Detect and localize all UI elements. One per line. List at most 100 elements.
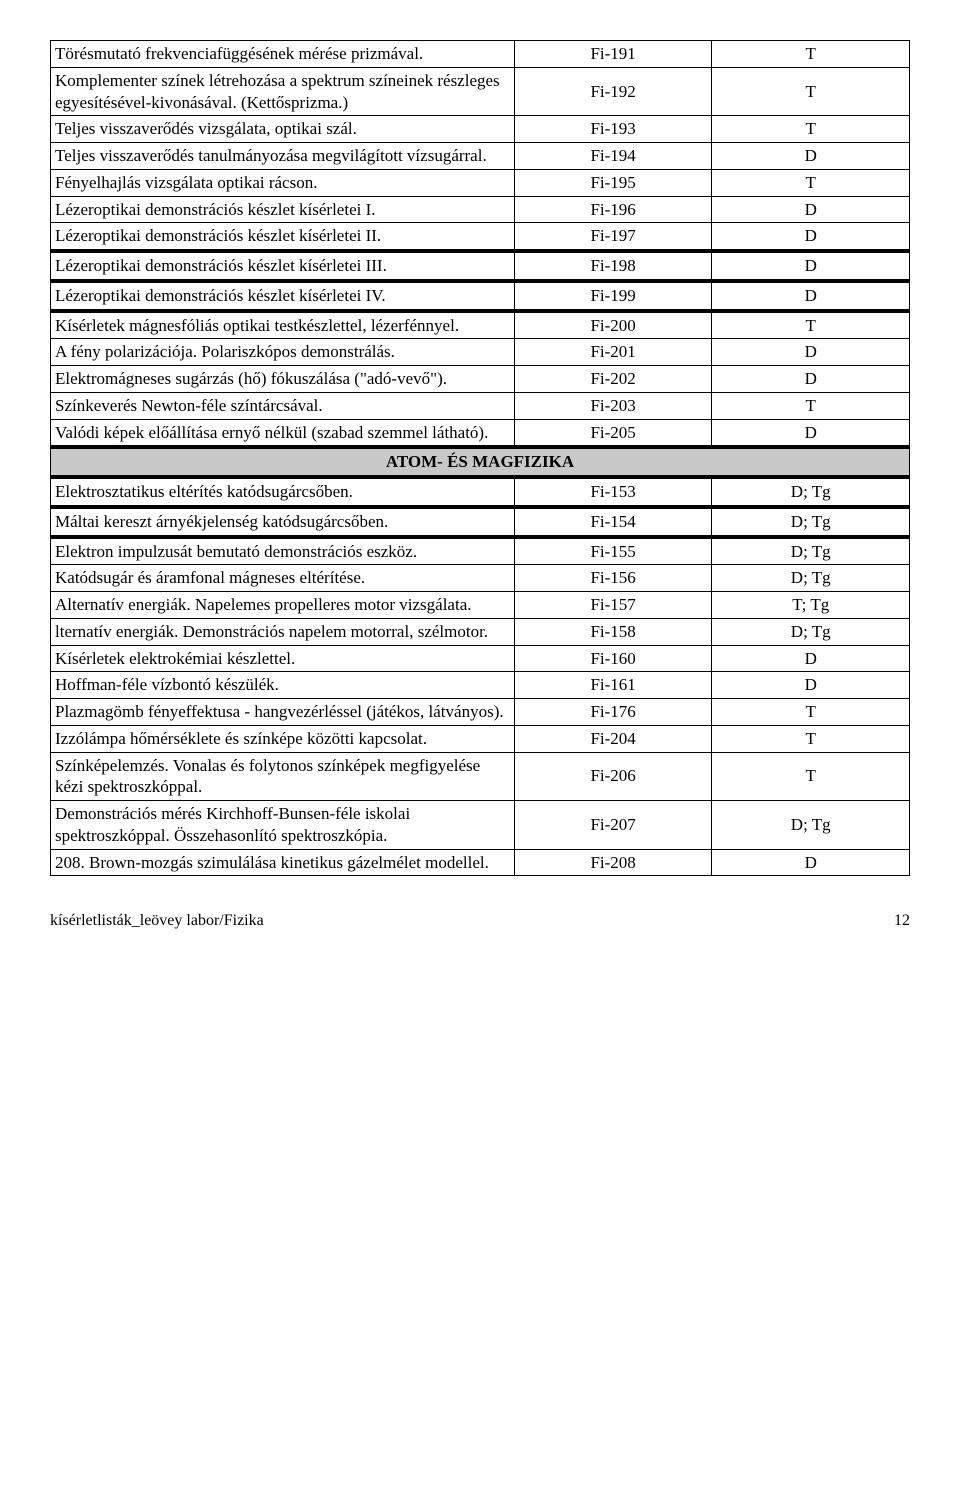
experiment-description: Lézeroptikai demonstrációs készlet kísér…	[51, 281, 515, 311]
experiment-type: D	[712, 281, 910, 311]
experiments-table: Törésmutató frekvenciafüggésének mérése …	[50, 40, 910, 876]
experiment-description: Kísérletek mágnesfóliás optikai testkész…	[51, 311, 515, 339]
experiment-code: Fi-208	[514, 849, 712, 876]
experiment-code: Fi-153	[514, 477, 712, 507]
table-row: Izzólámpa hőmérséklete és színképe közöt…	[51, 725, 910, 752]
experiment-description: Alternatív energiák. Napelemes propeller…	[51, 592, 515, 619]
experiment-code: Fi-201	[514, 339, 712, 366]
table-row: Kísérletek elektrokémiai készlettel.Fi-1…	[51, 645, 910, 672]
table-row: Máltai kereszt árnyékjelenség katódsugár…	[51, 507, 910, 537]
experiment-type: T	[712, 67, 910, 116]
experiment-code: Fi-196	[514, 196, 712, 223]
table-row: Lézeroptikai demonstrációs készlet kísér…	[51, 281, 910, 311]
experiment-description: Elektrosztatikus eltérítés katódsugárcső…	[51, 477, 515, 507]
table-row: Elektromágneses sugárzás (hő) fókuszálás…	[51, 366, 910, 393]
experiment-description: Katódsugár és áramfonal mágneses eltérít…	[51, 565, 515, 592]
experiment-description: Teljes visszaverődés vizsgálata, optikai…	[51, 116, 515, 143]
experiment-type: T	[712, 725, 910, 752]
experiment-description: Elektron impulzusát bemutató demonstráci…	[51, 537, 515, 565]
experiment-code: Fi-197	[514, 223, 712, 251]
experiment-type: T	[712, 752, 910, 801]
experiment-code: Fi-200	[514, 311, 712, 339]
page-footer: kísérletlisták_leövey labor/Fizika 12	[50, 912, 910, 930]
table-row: Lézeroptikai demonstrációs készlet kísér…	[51, 196, 910, 223]
experiment-type: T	[712, 116, 910, 143]
experiment-type: D	[712, 645, 910, 672]
experiment-description: Plazmagömb fényeffektusa - hangvezérléss…	[51, 699, 515, 726]
experiment-description: Lézeroptikai demonstrációs készlet kísér…	[51, 196, 515, 223]
experiment-type: D	[712, 143, 910, 170]
experiment-code: Fi-160	[514, 645, 712, 672]
experiment-type: D; Tg	[712, 477, 910, 507]
experiment-code: Fi-161	[514, 672, 712, 699]
experiment-code: Fi-193	[514, 116, 712, 143]
table-row: 208. Brown-mozgás szimulálása kinetikus …	[51, 849, 910, 876]
experiment-code: Fi-158	[514, 618, 712, 645]
experiment-code: Fi-192	[514, 67, 712, 116]
experiment-code: Fi-157	[514, 592, 712, 619]
experiment-code: Fi-202	[514, 366, 712, 393]
experiment-description: Fényelhajlás vizsgálata optikai rácson.	[51, 169, 515, 196]
experiment-type: T; Tg	[712, 592, 910, 619]
experiment-code: Fi-195	[514, 169, 712, 196]
experiment-type: D; Tg	[712, 507, 910, 537]
experiment-description: Elektromágneses sugárzás (hő) fókuszálás…	[51, 366, 515, 393]
experiment-code: Fi-155	[514, 537, 712, 565]
experiment-description: Színkeverés Newton-féle színtárcsával.	[51, 392, 515, 419]
experiment-code: Fi-199	[514, 281, 712, 311]
experiment-code: Fi-176	[514, 699, 712, 726]
experiment-type: T	[712, 699, 910, 726]
experiment-type: T	[712, 311, 910, 339]
experiment-code: Fi-191	[514, 41, 712, 68]
experiment-type: D	[712, 849, 910, 876]
experiment-description: Teljes visszaverődés tanulmányozása megv…	[51, 143, 515, 170]
experiment-code: Fi-205	[514, 419, 712, 447]
experiment-description: Demonstrációs mérés Kirchhoff-Bunsen-fél…	[51, 801, 515, 850]
experiment-description: 208. Brown-mozgás szimulálása kinetikus …	[51, 849, 515, 876]
experiment-type: D	[712, 251, 910, 281]
experiment-description: Izzólámpa hőmérséklete és színképe közöt…	[51, 725, 515, 752]
experiment-description: A fény polarizációja. Polariszkópos demo…	[51, 339, 515, 366]
experiment-code: Fi-156	[514, 565, 712, 592]
table-row: Teljes visszaverődés tanulmányozása megv…	[51, 143, 910, 170]
table-row: Fényelhajlás vizsgálata optikai rácson.F…	[51, 169, 910, 196]
experiment-description: Komplementer színek létrehozása a spektr…	[51, 67, 515, 116]
table-row: Színképelemzés. Vonalas és folytonos szí…	[51, 752, 910, 801]
table-row: Lézeroptikai demonstrációs készlet kísér…	[51, 251, 910, 281]
experiment-description: Lézeroptikai demonstrációs készlet kísér…	[51, 223, 515, 251]
experiment-description: Törésmutató frekvenciafüggésének mérése …	[51, 41, 515, 68]
table-row: Teljes visszaverődés vizsgálata, optikai…	[51, 116, 910, 143]
table-row: Elektrosztatikus eltérítés katódsugárcső…	[51, 477, 910, 507]
table-row: Kísérletek mágnesfóliás optikai testkész…	[51, 311, 910, 339]
experiment-type: D	[712, 672, 910, 699]
experiment-type: T	[712, 41, 910, 68]
experiment-type: D	[712, 419, 910, 447]
experiment-description: lternatív energiák. Demonstrációs napele…	[51, 618, 515, 645]
experiment-code: Fi-204	[514, 725, 712, 752]
experiment-description: Lézeroptikai demonstrációs készlet kísér…	[51, 251, 515, 281]
experiment-description: Hoffman-féle vízbontó készülék.	[51, 672, 515, 699]
experiment-description: Kísérletek elektrokémiai készlettel.	[51, 645, 515, 672]
footer-page-number: 12	[894, 912, 910, 930]
experiment-type: D	[712, 339, 910, 366]
experiment-type: D	[712, 366, 910, 393]
experiment-type: T	[712, 169, 910, 196]
experiment-code: Fi-207	[514, 801, 712, 850]
section-header: ATOM- ÉS MAGFIZIKA	[51, 447, 910, 477]
table-row: A fény polarizációja. Polariszkópos demo…	[51, 339, 910, 366]
experiment-type: D; Tg	[712, 618, 910, 645]
experiment-code: Fi-206	[514, 752, 712, 801]
table-row: Alternatív energiák. Napelemes propeller…	[51, 592, 910, 619]
experiment-type: D	[712, 223, 910, 251]
experiment-description: Valódi képek előállítása ernyő nélkül (s…	[51, 419, 515, 447]
table-row: Plazmagömb fényeffektusa - hangvezérléss…	[51, 699, 910, 726]
table-row: Elektron impulzusát bemutató demonstráci…	[51, 537, 910, 565]
table-row: Valódi képek előállítása ernyő nélkül (s…	[51, 419, 910, 447]
table-row: Törésmutató frekvenciafüggésének mérése …	[51, 41, 910, 68]
experiment-code: Fi-198	[514, 251, 712, 281]
experiment-description: Máltai kereszt árnyékjelenség katódsugár…	[51, 507, 515, 537]
table-row: Lézeroptikai demonstrációs készlet kísér…	[51, 223, 910, 251]
table-row: lternatív energiák. Demonstrációs napele…	[51, 618, 910, 645]
table-row: Komplementer színek létrehozása a spektr…	[51, 67, 910, 116]
experiment-type: D; Tg	[712, 801, 910, 850]
